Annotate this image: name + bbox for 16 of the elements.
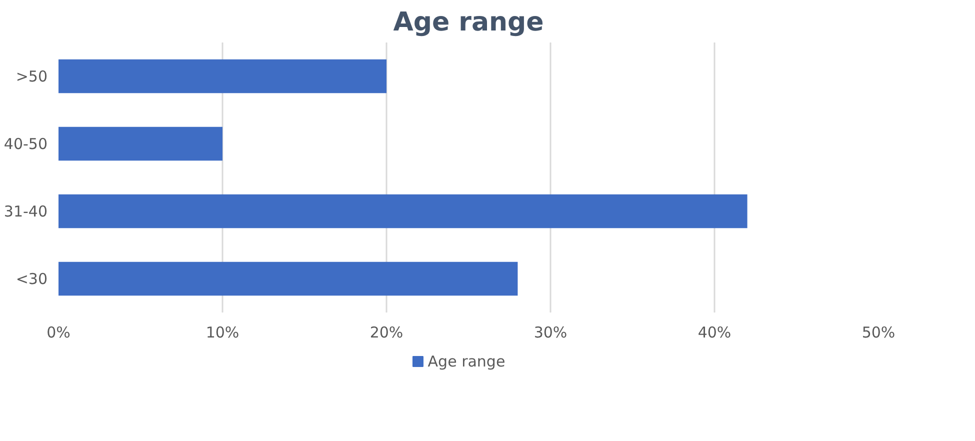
chart-title: Age range bbox=[393, 8, 544, 38]
bar bbox=[58, 126, 222, 161]
y-tick-label: <30 bbox=[16, 270, 48, 288]
bar bbox=[58, 59, 386, 94]
bar bbox=[58, 194, 748, 228]
bar bbox=[58, 262, 518, 296]
legend-label: Age range bbox=[428, 352, 506, 370]
x-tick-label: 40% bbox=[698, 324, 732, 342]
y-tick-label: >50 bbox=[16, 67, 48, 86]
y-tick-label: 31-40 bbox=[4, 202, 48, 220]
x-tick-label: 0% bbox=[46, 324, 70, 342]
x-tick-label: 10% bbox=[206, 324, 240, 342]
x-tick-label: 50% bbox=[862, 324, 896, 342]
x-tick-label: 20% bbox=[370, 324, 404, 342]
x-tick-label: 30% bbox=[534, 324, 568, 342]
y-tick-label: 40-50 bbox=[4, 134, 48, 153]
